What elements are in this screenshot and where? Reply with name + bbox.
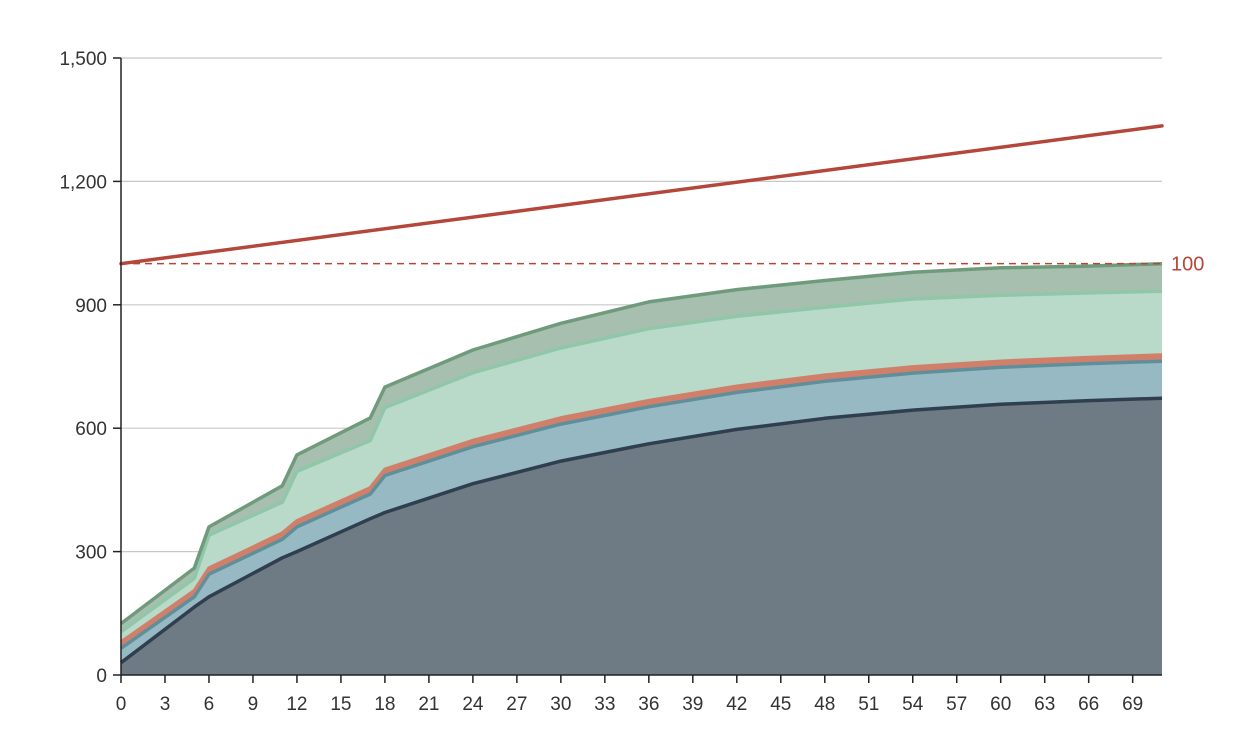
x-tick-label-14: 42 [726, 694, 747, 715]
y-tick-label-1: 300 [75, 543, 107, 564]
series-lines [119, 261, 1163, 665]
trend-line-group [119, 124, 1164, 266]
x-tick-label-18: 54 [902, 694, 924, 715]
area-series-2 [121, 361, 1162, 663]
x-tick-label-20: 60 [990, 694, 1011, 715]
area-series-4 [121, 291, 1162, 643]
area-series-1 [121, 398, 1162, 675]
x-tick-label-12: 36 [638, 694, 659, 715]
y-tick-label-2: 600 [75, 419, 107, 440]
x-tick-label-21: 63 [1034, 694, 1055, 715]
y-axis-ticks: 0 300 600 900 1,200 1,500 [59, 49, 121, 687]
x-tick-label-5: 15 [330, 694, 351, 715]
y-tick-label-5: 1,500 [59, 49, 107, 70]
x-tick-label-15: 45 [770, 694, 791, 715]
line-series-3 [119, 353, 1163, 644]
x-tick-label-2: 6 [204, 694, 215, 715]
x-tick-label-7: 21 [418, 694, 439, 715]
line-series-5 [119, 261, 1163, 625]
stacked-areas [121, 263, 1162, 675]
x-tick-label-8: 24 [462, 694, 484, 715]
area-series-5 [121, 263, 1162, 632]
x-tick-label-11: 33 [594, 694, 615, 715]
x-tick-label-0: 0 [116, 694, 127, 715]
x-axis-ticks: 0 3 6 9 12 15 18 21 24 27 30 33 36 39 42 45 48 51 54 57 60 63… [116, 675, 1143, 715]
line-series-1 [119, 396, 1163, 665]
y-tick-label-3: 900 [75, 296, 107, 317]
x-tick-label-16: 48 [814, 694, 835, 715]
reference-line-group: 100 [121, 254, 1204, 276]
x-tick-label-9: 27 [506, 694, 527, 715]
x-tick-label-3: 9 [248, 694, 259, 715]
reference-line-label: 100 [1171, 254, 1204, 276]
y-tick-label-4: 1,200 [59, 172, 107, 193]
y-tick-label-0: 0 [96, 666, 107, 687]
x-tick-label-23: 69 [1122, 694, 1143, 715]
x-tick-label-1: 3 [160, 694, 171, 715]
x-tick-label-13: 39 [682, 694, 703, 715]
x-tick-label-17: 51 [858, 694, 879, 715]
line-series-4 [119, 289, 1163, 634]
x-tick-label-19: 57 [946, 694, 967, 715]
x-tick-label-6: 18 [374, 694, 395, 715]
x-tick-label-10: 30 [550, 694, 571, 715]
x-tick-label-22: 66 [1078, 694, 1099, 715]
x-tick-label-4: 12 [286, 694, 307, 715]
line-series-2 [119, 359, 1163, 650]
trend-line [119, 124, 1164, 266]
